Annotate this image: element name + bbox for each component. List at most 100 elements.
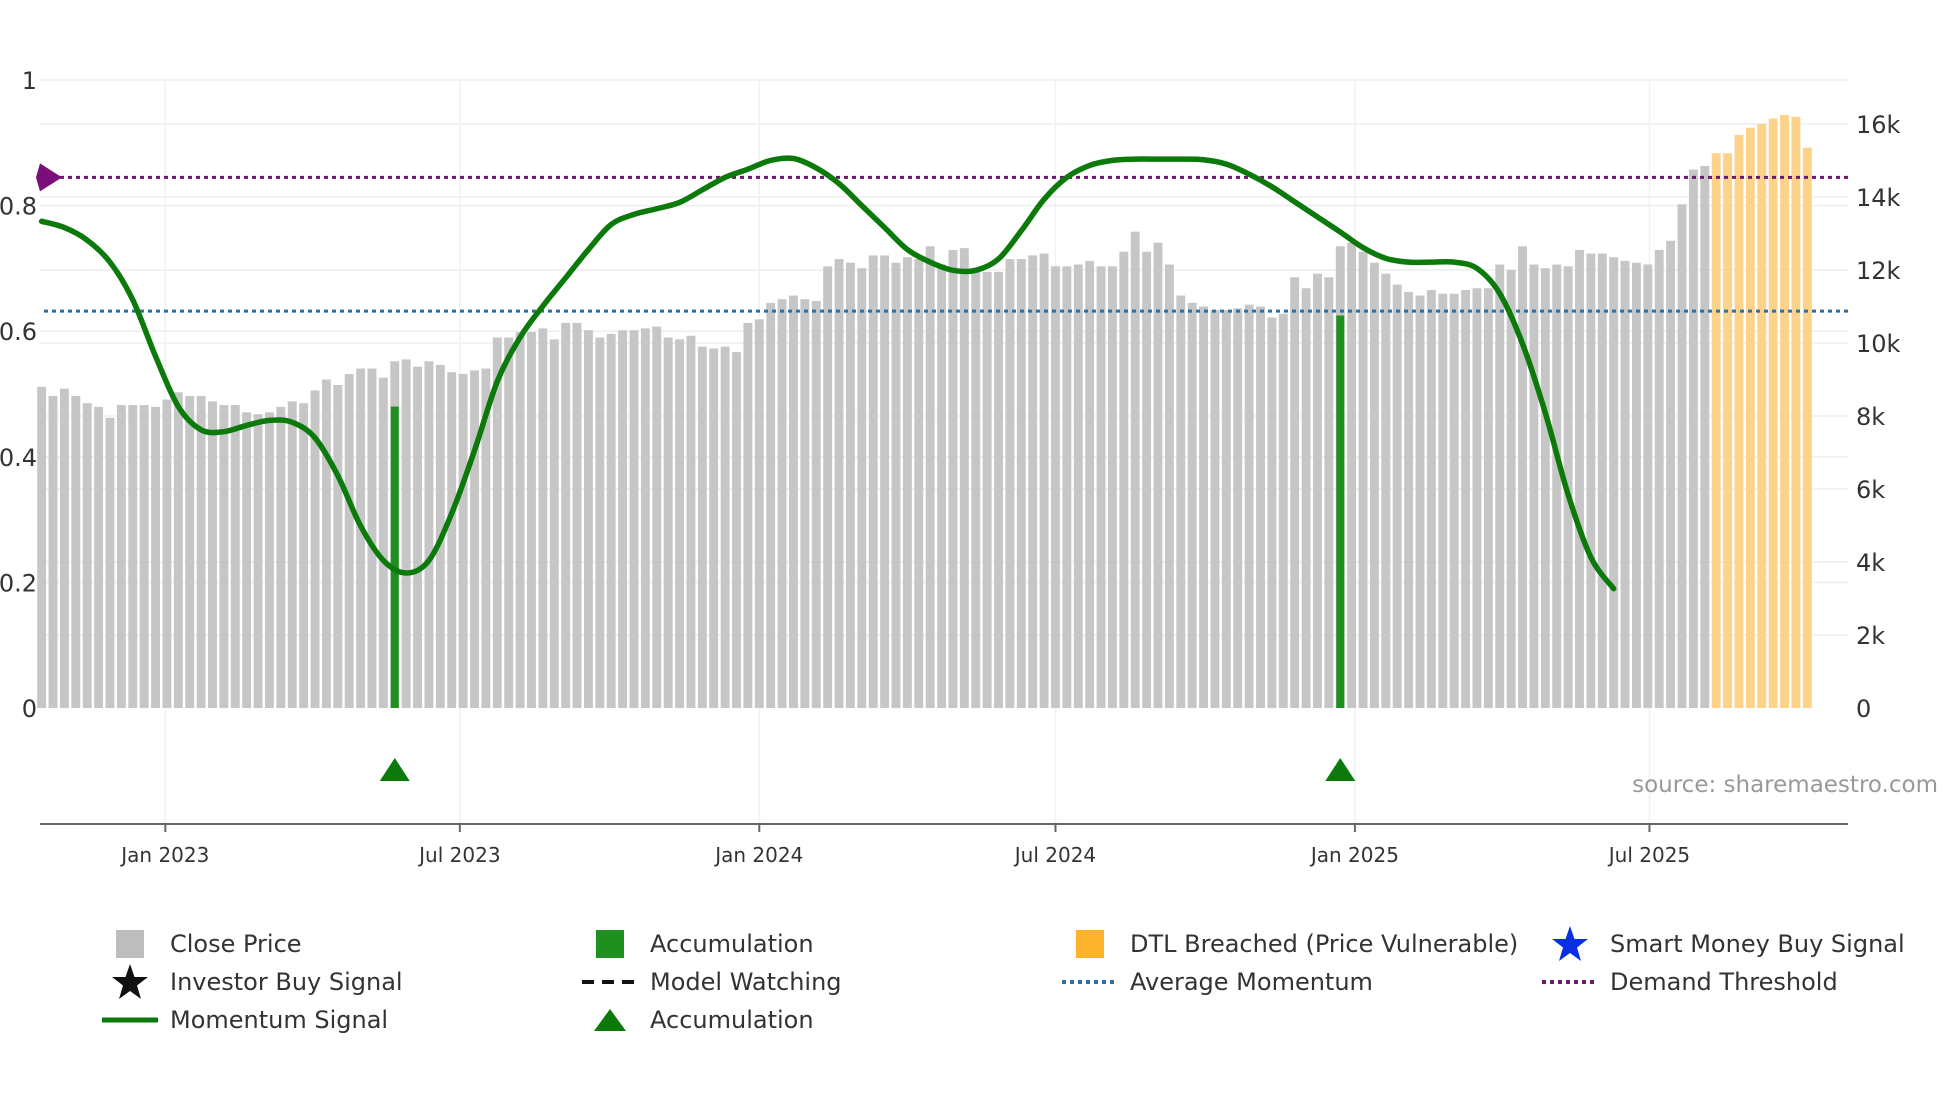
close-price-bar bbox=[1632, 262, 1641, 708]
close-price-bar bbox=[925, 246, 935, 708]
close-price-bar bbox=[1028, 255, 1038, 708]
close-price-bar bbox=[59, 388, 69, 708]
close-price-bar bbox=[481, 368, 491, 708]
right-axis-tick: 6k bbox=[1856, 476, 1885, 504]
close-price-bar bbox=[834, 259, 844, 708]
left-axis-tick: 0 bbox=[22, 695, 37, 723]
close-price-bar bbox=[1051, 266, 1060, 708]
close-price-bar bbox=[230, 405, 240, 708]
close-price-bar bbox=[1233, 308, 1243, 708]
close-price-bar bbox=[515, 332, 525, 708]
close-price-bar bbox=[1780, 114, 1789, 708]
close-price-bar bbox=[1700, 165, 1710, 709]
right-axis-tick: 2k bbox=[1856, 622, 1885, 650]
close-price-bar bbox=[1381, 273, 1391, 708]
close-price-bar bbox=[1096, 266, 1106, 708]
close-price-bar bbox=[994, 271, 1003, 708]
right-axis-tick: 8k bbox=[1856, 403, 1885, 431]
close-price-bar bbox=[583, 330, 593, 708]
close-price-bar bbox=[378, 377, 388, 708]
close-price-bar bbox=[219, 405, 229, 708]
close-price-bar bbox=[1438, 293, 1448, 708]
close-price-bar bbox=[561, 322, 571, 708]
close-price-bar bbox=[1734, 134, 1744, 708]
close-price-bar bbox=[902, 257, 912, 708]
close-price-bar bbox=[1369, 262, 1379, 708]
close-price-bar bbox=[766, 302, 776, 708]
source-label: source: sharemaestro.com bbox=[1632, 772, 1938, 798]
close-price-bar bbox=[1324, 277, 1334, 708]
close-price-bar bbox=[413, 366, 422, 708]
close-price-bar bbox=[914, 259, 924, 708]
close-price-bar bbox=[1085, 260, 1095, 708]
close-price-bar bbox=[1221, 310, 1231, 708]
close-price-bar bbox=[173, 392, 183, 708]
close-price-bar bbox=[1791, 116, 1801, 708]
close-price-bar bbox=[105, 417, 115, 708]
close-price-bar bbox=[139, 405, 149, 708]
close-price-bar bbox=[982, 271, 992, 708]
close-price-bar bbox=[1552, 264, 1562, 708]
close-price-bar bbox=[1723, 153, 1733, 708]
momentum-signal-layer bbox=[38, 155, 1617, 781]
close-price-bar bbox=[116, 405, 126, 708]
close-price-bar bbox=[823, 266, 833, 708]
close-price-bar bbox=[937, 264, 947, 708]
close-price-bar bbox=[128, 405, 138, 708]
close-price-bar bbox=[1039, 253, 1049, 708]
close-price-bar bbox=[652, 326, 662, 708]
close-price-bar bbox=[1495, 264, 1505, 708]
close-price-bar bbox=[1666, 240, 1676, 709]
x-axis-tick-label: Jul 2024 bbox=[1013, 843, 1096, 867]
left-axis-tick: 0.4 bbox=[0, 444, 37, 472]
close-price-bar bbox=[356, 368, 366, 708]
close-price-bar bbox=[37, 386, 47, 708]
accumulation-bar bbox=[390, 406, 399, 708]
close-price-bar bbox=[333, 384, 343, 708]
close-price-bar bbox=[1461, 290, 1471, 708]
right-axis-tick: 14k bbox=[1856, 184, 1901, 212]
close-price-bar bbox=[538, 328, 548, 708]
accumulation-bar bbox=[1336, 315, 1345, 708]
close-price-bar bbox=[1575, 249, 1584, 709]
close-price-bar bbox=[1643, 264, 1653, 708]
close-price-bar bbox=[1005, 259, 1015, 708]
close-price-bar bbox=[1711, 153, 1721, 708]
close-price-bar bbox=[1016, 259, 1026, 708]
close-price-bar bbox=[1586, 253, 1596, 708]
close-price-bar bbox=[1597, 253, 1607, 708]
close-price-bar bbox=[242, 412, 252, 708]
close-price-bar bbox=[1187, 302, 1197, 708]
close-price-bar bbox=[732, 352, 741, 708]
close-price-bar bbox=[1404, 291, 1414, 708]
close-price-bar bbox=[94, 406, 104, 708]
close-price-bar bbox=[1256, 306, 1265, 708]
close-price-bar bbox=[185, 395, 195, 708]
close-price-bar bbox=[208, 401, 217, 708]
reference-lines bbox=[36, 163, 1848, 313]
close-price-bar bbox=[265, 412, 274, 708]
close-price-bar bbox=[1654, 249, 1664, 709]
close-price-bar bbox=[1768, 118, 1778, 708]
close-price-bar bbox=[1449, 293, 1459, 708]
close-price-bar bbox=[1518, 246, 1527, 708]
close-price-bar bbox=[618, 330, 628, 708]
close-price-bar bbox=[1130, 231, 1140, 709]
close-price-bar bbox=[162, 399, 172, 708]
close-price-bar bbox=[880, 255, 890, 708]
close-price-bar bbox=[789, 295, 798, 708]
close-price-bar bbox=[321, 379, 331, 708]
close-price-bar bbox=[504, 337, 514, 708]
close-price-bar bbox=[344, 374, 354, 708]
demand-threshold-marker bbox=[36, 163, 62, 192]
accumulation-marker bbox=[1325, 758, 1356, 781]
x-axis-tick-label: Jan 2025 bbox=[1309, 843, 1399, 867]
close-price-bar bbox=[697, 346, 707, 708]
close-price-bar bbox=[1506, 270, 1516, 708]
right-axis-tick: 16k bbox=[1856, 111, 1901, 139]
x-axis-tick-label: Jul 2023 bbox=[417, 843, 500, 867]
close-price-bar bbox=[196, 395, 206, 708]
close-price-bar bbox=[1415, 295, 1425, 708]
close-price-bar bbox=[663, 337, 673, 708]
